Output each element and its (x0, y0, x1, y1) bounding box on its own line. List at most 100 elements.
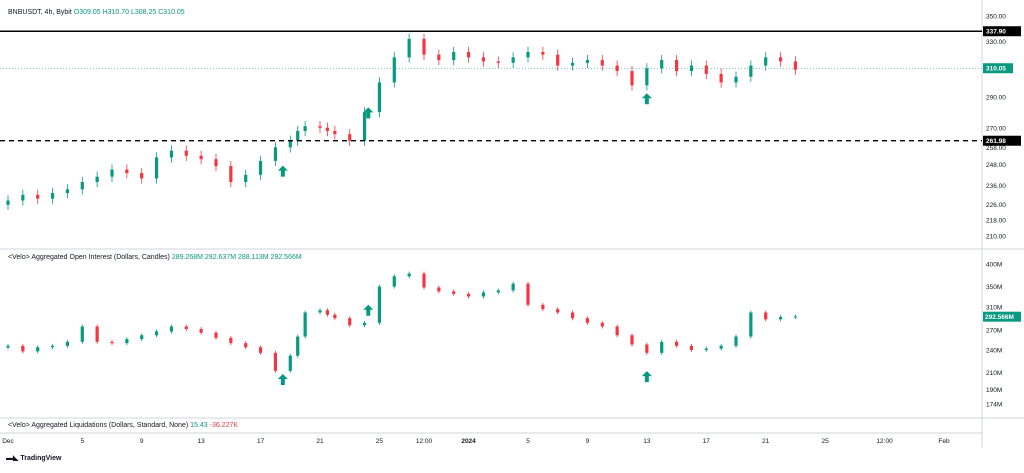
oi-y-tick-label: 270M (986, 328, 1002, 335)
price-candle-body (348, 134, 352, 141)
oi-candle-body (95, 326, 99, 342)
price-candle-body (496, 61, 500, 63)
price-candle-body (541, 51, 545, 55)
oi-candle-body (333, 314, 337, 319)
price-y-tick-label: 218.00 (986, 217, 1006, 224)
oi-candle-body (21, 345, 25, 352)
oi-candle-body (362, 322, 367, 326)
oi-candle-body (154, 331, 159, 336)
oi-candle-body (496, 290, 500, 293)
oi-candle-body (318, 310, 322, 313)
oi-candle-body (660, 341, 664, 353)
price-candle-body (674, 60, 679, 72)
oi-candle-body (734, 336, 738, 346)
oi-candle-body (585, 318, 590, 323)
oi-candle-body (689, 345, 694, 351)
price-candle-body (229, 166, 233, 183)
oi-candle-body (169, 326, 174, 332)
price-candle-body (362, 112, 367, 141)
liq-value-negative: -36.227K (209, 422, 239, 429)
price-candle-body (778, 57, 783, 62)
price-candle-body (318, 126, 322, 128)
level-price-tag (983, 26, 1021, 37)
x-tick-label: 2024 (461, 438, 476, 445)
x-tick-label: 5 (526, 438, 530, 445)
level-price-label: 261.98 (986, 138, 1006, 145)
price-candle-body (288, 140, 292, 148)
oi-candle-body (793, 316, 798, 318)
oi-candle-body (481, 292, 486, 297)
price-candle-body (273, 147, 278, 161)
oi-candle-body (80, 326, 84, 342)
x-tick-label: 17 (703, 438, 711, 445)
price-candle-body (169, 150, 174, 158)
price-candle-body (36, 194, 40, 199)
oi-candle-body (615, 326, 619, 336)
price-candle-body (422, 38, 426, 55)
x-tick-label: Feb (938, 438, 950, 445)
oi-candle-body (229, 337, 233, 344)
price-candle-body (21, 194, 25, 201)
oi-y-tick-label: 240M (986, 348, 1002, 355)
oi-candle-body (325, 310, 330, 315)
price-candle-body (125, 169, 129, 174)
price-candle-body (704, 65, 708, 74)
oi-y-tick-label: 350M (986, 284, 1002, 291)
price-candle-body (526, 51, 530, 58)
price-candle-body (214, 159, 218, 167)
price-candle-body (511, 57, 515, 63)
oi-candle-body (377, 286, 382, 323)
oi-last-value-tag (983, 311, 1021, 322)
price-y-tick-label: 330.00 (986, 39, 1006, 46)
last-price-label: 310.05 (986, 66, 1006, 73)
price-candle-body (6, 200, 10, 205)
x-tick-label: 5 (80, 438, 84, 445)
oi-candle-body (526, 283, 530, 305)
price-candle-body (645, 68, 649, 86)
price-candle-body (734, 76, 738, 83)
price-candle-body (749, 65, 753, 77)
oi-candle-body (6, 345, 10, 348)
price-candle-body (481, 57, 486, 62)
oi-pane-legend: <Velo> Aggregated Open Interest (Dollars… (8, 254, 302, 261)
price-candle-body (325, 127, 330, 131)
x-tick-label: 21 (316, 438, 324, 445)
price-up-arrow-icon (363, 107, 374, 119)
oi-candle-body (719, 345, 723, 349)
price-candle-body (50, 193, 55, 199)
oi-candle-body (645, 344, 649, 353)
oi-y-tick-label: 210M (986, 370, 1002, 377)
price-candle-body (95, 176, 99, 183)
oi-y-tick-label: 310M (986, 304, 1002, 311)
price-pane-legend: BNBUSDT, 4h, Bybit O309.05 H310.70 L308.… (8, 9, 185, 16)
oi-candle-body (199, 328, 203, 333)
oi-candle-body (125, 339, 129, 344)
oi-candle-body (65, 341, 70, 346)
oi-candle-body (296, 336, 300, 356)
oi-candle-body (244, 343, 248, 348)
x-tick-label: 25 (822, 438, 830, 445)
level-price-tag (983, 135, 1021, 146)
x-tick-label: 13 (643, 438, 651, 445)
x-tick-label: 12:00 (416, 438, 433, 445)
price-candle-body (184, 150, 188, 156)
price-candle-body (437, 54, 441, 61)
liq-value-positive: 15.43 (190, 422, 208, 429)
price-candle-body (303, 126, 307, 131)
x-tick-label: 17 (257, 438, 265, 445)
price-candle-body (600, 60, 604, 66)
oi-ohlc-values: 289.268M 292.637M 288.113M 292.566M (171, 254, 302, 261)
price-candle-body (615, 65, 619, 72)
price-candle-body (452, 51, 456, 61)
oi-candle-body (630, 335, 634, 345)
tradingview-logo: ▬◣ TradingView (6, 454, 61, 462)
price-candle-body (392, 57, 396, 83)
oi-candle-body (511, 283, 515, 291)
price-candle-body (689, 65, 694, 72)
price-candle-body (199, 155, 203, 160)
tradingview-brand: TradingView (20, 455, 62, 462)
price-candle-body (140, 173, 144, 179)
price-candle-body (377, 82, 382, 113)
oi-candle-body (674, 341, 679, 346)
